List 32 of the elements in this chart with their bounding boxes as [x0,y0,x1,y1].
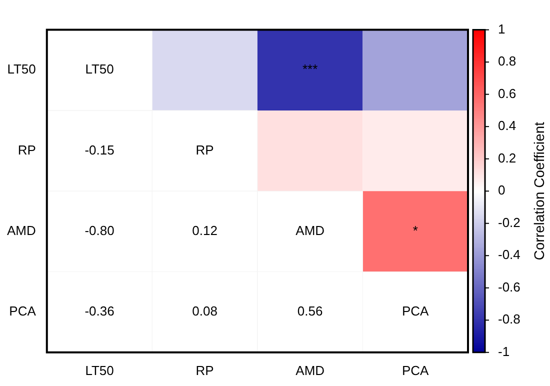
x-tick-label: AMD [296,362,325,378]
x-tick-label: LT50 [85,362,114,378]
text: -0.15 [84,142,114,158]
color-bar-label: -0.2 [498,214,520,230]
color-bar-label: 0.8 [498,54,516,69]
text: RP [196,142,214,158]
color-bar-title: Correlation Coefficient [530,122,547,260]
color-bar-label: 0 [498,182,506,198]
color-bar-label: 0.6 [498,86,516,101]
text: LT50 [85,62,114,77]
text: AMD [296,223,325,238]
y-tick-label: AMD [7,223,36,238]
color-bar-label: 0.2 [498,150,516,166]
data-label: *** [302,62,318,77]
x-tick-label: PCA [402,362,430,378]
text: 0.08 [192,304,218,319]
color-bar-label: -0.4 [498,247,520,262]
text: -0.80 [84,223,114,238]
text: -0.36 [84,304,114,319]
color-bar-label: 1 [498,21,506,36]
text: PCA [402,304,429,319]
data-label: * [412,223,418,238]
color-bar-label: 0.4 [498,118,516,134]
color-bar-label: -0.8 [498,312,520,327]
y-tick-label: RP [18,142,36,158]
x-tick-label: RP [196,362,214,378]
y-tick-label: LT50 [7,62,36,77]
color-bar-label: -1 [498,344,510,359]
text: 0.12 [192,223,218,238]
text: 0.56 [297,304,323,319]
y-tick-label: PCA [9,304,36,319]
color-bar-label: -0.6 [498,279,520,294]
